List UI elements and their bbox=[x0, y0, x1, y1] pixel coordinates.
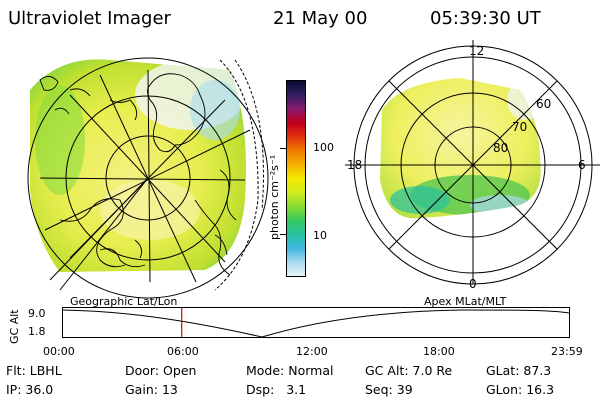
gain-value: 13 bbox=[161, 382, 178, 397]
mlt-label-18: 18 bbox=[347, 158, 363, 172]
colorbar-label-100: 100 bbox=[313, 141, 334, 154]
gain-info: Gain: 13 bbox=[125, 382, 178, 397]
ip-info: IP: 36.0 bbox=[6, 382, 54, 397]
mlt-label-0: 0 bbox=[469, 277, 477, 291]
dsp-info: Dsp: 3.1 bbox=[246, 382, 307, 397]
filter-info: Flt: LBHL bbox=[6, 363, 62, 378]
timeline-ytick-max: 9.0 bbox=[28, 307, 46, 320]
timeline-xtick-4: 23:59 bbox=[551, 345, 583, 358]
geographic-frame-label: Geographic Lat/Lon bbox=[70, 295, 178, 308]
gc-alt-value: 7.0 Re bbox=[412, 363, 453, 378]
glon-info: GLon: 16.3 bbox=[486, 382, 555, 397]
timeline-xtick-1: 06:00 bbox=[167, 345, 199, 358]
timeline-xtick-3: 18:00 bbox=[423, 345, 455, 358]
altitude-curve bbox=[61, 309, 570, 338]
colorbar-tick-10 bbox=[280, 234, 286, 235]
intensity-colorbar bbox=[286, 80, 306, 277]
mode-info: Mode: Normal bbox=[246, 363, 334, 378]
seq-value: 39 bbox=[396, 382, 413, 397]
left-aurora-image bbox=[30, 59, 246, 272]
mlat-label-70: 70 bbox=[512, 120, 528, 134]
right-aurora-image bbox=[380, 78, 541, 219]
date-label: 21 May 00 bbox=[273, 8, 368, 29]
glat-value: 87.3 bbox=[523, 363, 552, 378]
door-info: Door: Open bbox=[125, 363, 197, 378]
imager-title: Ultraviolet Imager bbox=[8, 8, 171, 29]
ip-value: 36.0 bbox=[25, 382, 54, 397]
seq-info: Seq: 39 bbox=[365, 382, 413, 397]
glon-value: 16.3 bbox=[526, 382, 555, 397]
left-grid bbox=[27, 57, 269, 299]
colorbar-unit-label: photon cm⁻²s⁻¹ bbox=[268, 154, 281, 240]
mlat-label-80: 80 bbox=[493, 141, 509, 155]
colorbar-label-10: 10 bbox=[313, 229, 327, 242]
altitude-timeline bbox=[61, 307, 570, 338]
filter-value: LBHL bbox=[29, 363, 62, 378]
left-coastlines bbox=[39, 73, 237, 276]
colorbar-tick-100 bbox=[280, 148, 286, 149]
right-grid bbox=[345, 40, 600, 285]
timeline-xtick-0: 00:00 bbox=[43, 345, 75, 358]
glat-info: GLat: 87.3 bbox=[486, 363, 552, 378]
time-label: 05:39:30 UT bbox=[430, 8, 541, 29]
timeline-xtick-2: 12:00 bbox=[296, 345, 328, 358]
door-value: Open bbox=[163, 363, 197, 378]
mode-value: Normal bbox=[288, 363, 334, 378]
mlat-label-60: 60 bbox=[536, 97, 552, 111]
dsp-value: 3.1 bbox=[286, 382, 307, 397]
mlt-label-6: 6 bbox=[578, 158, 586, 172]
mlt-label-12: 12 bbox=[469, 44, 485, 58]
gc-alt-info: GC Alt: 7.0 Re bbox=[365, 363, 453, 378]
timeline-axis-title: GC Alt bbox=[8, 309, 21, 344]
apex-frame-label: Apex MLat/MLT bbox=[424, 295, 507, 308]
timeline-ytick-min: 1.8 bbox=[28, 325, 46, 338]
